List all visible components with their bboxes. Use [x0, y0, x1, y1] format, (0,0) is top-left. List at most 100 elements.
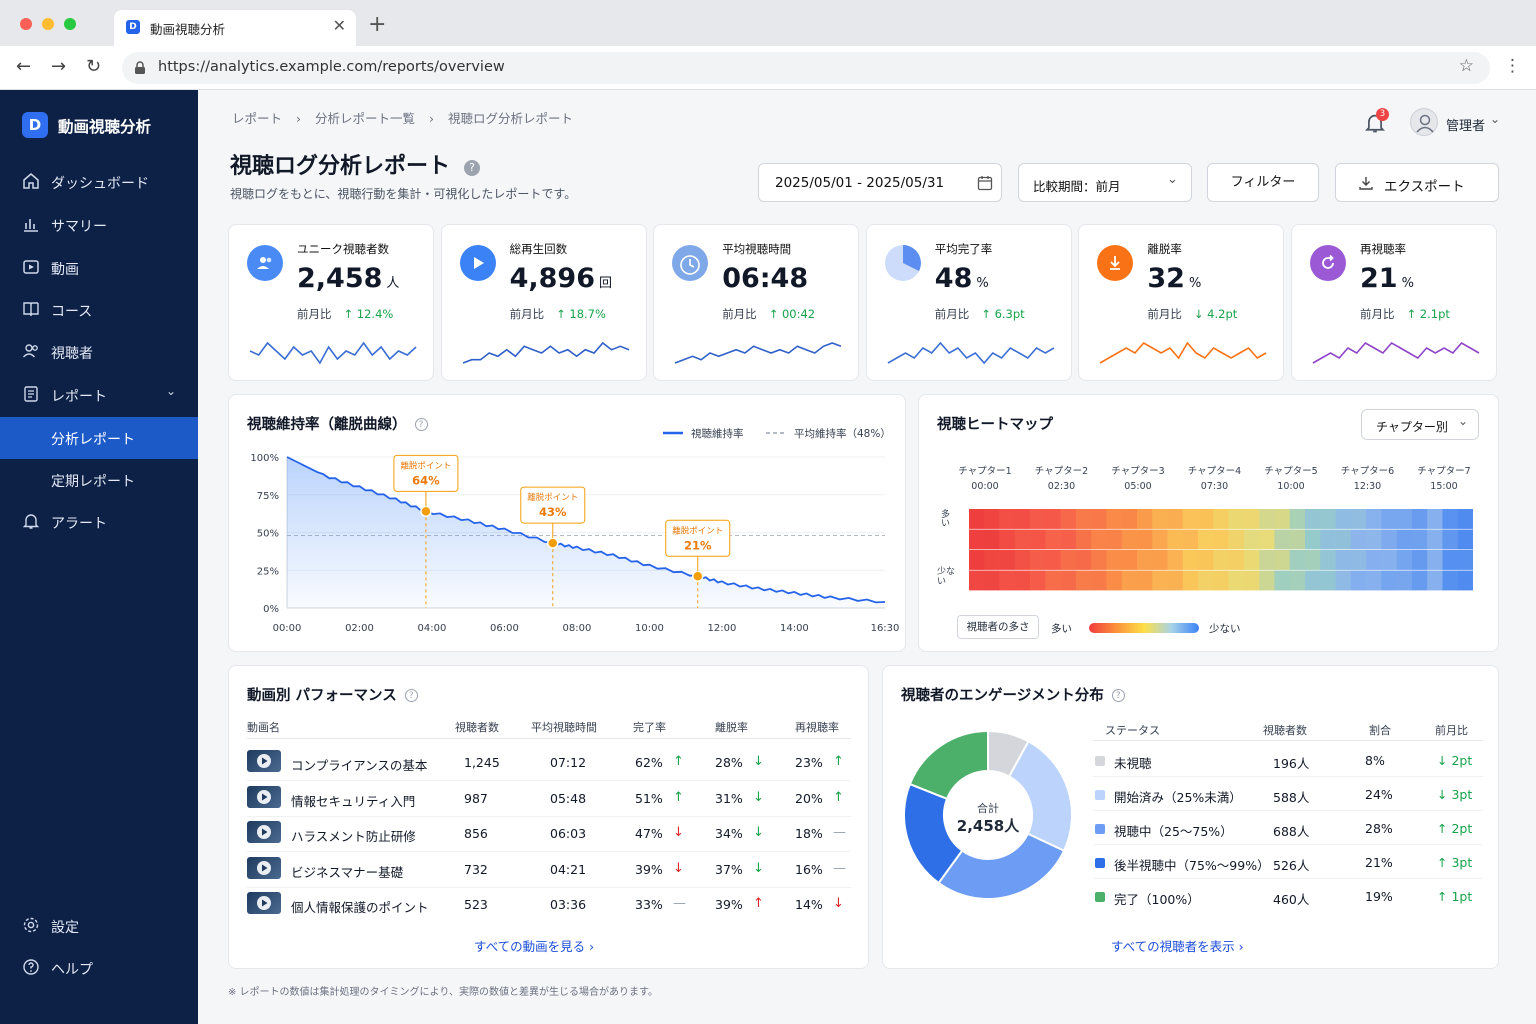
address-bar[interactable]: https://analytics.example.com/reports/ov…	[122, 52, 1490, 84]
table-row[interactable]: 個人情報保護のポイント 523 03:36 33% — 39% ↑ 14% ↓	[229, 888, 870, 922]
table-row[interactable]: ビジネスマナー基礎 732 04:21 39% ↓ 37% ↓ 16% —	[229, 853, 870, 888]
donut-slice[interactable]	[908, 730, 989, 801]
bookmark-star-icon[interactable]: ☆	[1458, 56, 1474, 76]
kpi-comparison: 前月比 ↑ 18.7%	[510, 306, 606, 322]
sidebar-item-label: ダッシュボード	[51, 176, 149, 192]
status-percent: 8%	[1365, 753, 1385, 768]
heatmap-cell	[1381, 509, 1397, 529]
kpi-label: ユニーク視聴者数	[297, 242, 389, 256]
table-header: ステータス	[1105, 724, 1160, 737]
browser-menu-icon[interactable]: ⋮	[1504, 56, 1521, 76]
notification-button[interactable]: 3	[1364, 108, 1389, 138]
help-icon[interactable]: ?	[1111, 689, 1125, 702]
video-name[interactable]: 情報セキュリティ入門	[291, 793, 416, 809]
play-icon	[257, 825, 271, 839]
breadcrumb: レポート › 分析レポート一覧 › 視聴ログ分析レポート	[232, 111, 573, 126]
maximize-window-dot[interactable]	[64, 18, 76, 30]
back-icon[interactable]: ←	[16, 56, 32, 77]
table-row[interactable]: 情報セキュリティ入門 987 05:48 51% ↑ 31% ↓ 20% ↑	[229, 782, 870, 817]
help-icon[interactable]: ?	[414, 418, 428, 431]
close-window-dot[interactable]	[20, 18, 32, 30]
list-item[interactable]: 完了（100%） 460人 19% ↑ 1pt	[883, 883, 1500, 917]
date-range-picker[interactable]: 2025/05/01 - 2025/05/31	[758, 163, 1002, 202]
kpi-comparison: 前月比 ↑ 6.3pt	[935, 306, 1025, 322]
sidebar-item-analysis-report[interactable]: 分析レポート	[0, 417, 198, 459]
user-menu[interactable]: 管理者 ⌄	[1410, 108, 1510, 138]
date-range-value: 2025/05/01 - 2025/05/31	[775, 175, 945, 191]
close-tab-icon[interactable]: ✕	[332, 16, 346, 35]
view-all-viewers-link[interactable]: すべての視聴者を表示 ›	[1111, 939, 1244, 954]
video-name[interactable]: ビジネスマナー基礎	[291, 864, 404, 880]
minimize-window-dot[interactable]	[42, 18, 54, 30]
list-item[interactable]: 開始済み（25%未満） 588人 24% ↓ 3pt	[883, 781, 1500, 815]
viewer-count: 732	[464, 861, 488, 877]
sidebar-item-label: レポート	[51, 389, 107, 405]
page-title-text: 視聴ログ分析レポート	[230, 154, 451, 179]
help-icon[interactable]: ?	[404, 689, 418, 702]
filter-button[interactable]: フィルター	[1207, 163, 1319, 202]
reload-icon[interactable]: ↻	[86, 56, 102, 77]
heatmap-cell	[1152, 570, 1168, 591]
heatmap-cell	[1106, 550, 1123, 570]
engagement-card: 視聴者のエンゲージメント分布? 合計 2,458人 すべての視聴者を表示 › ス…	[882, 665, 1499, 969]
breadcrumb-item[interactable]: レポート	[232, 111, 283, 126]
row-divider	[1093, 776, 1483, 777]
kpi-sparkline	[1099, 341, 1267, 364]
table-row[interactable]: コンプライアンスの基本 1,245 07:12 62% ↑ 28% ↓ 23% ↑	[229, 746, 870, 781]
heatmap-cell	[1396, 509, 1413, 529]
sidebar-item-alerts[interactable]: アラート	[0, 502, 198, 542]
browser-tab[interactable]: D 動画視聴分析 ✕	[114, 10, 356, 46]
users-icon	[247, 245, 283, 281]
donut-slice[interactable]	[937, 832, 1066, 900]
chapter-name: チャプター2	[1034, 466, 1089, 477]
chapter-select[interactable]: チャプター別 ⌄	[1361, 409, 1479, 440]
performance-title: 動画別 パフォーマンス?	[247, 684, 418, 705]
chapter-time: 05:00	[1124, 481, 1152, 492]
drop-point-label: 離脱ポイント	[400, 460, 451, 471]
chapter-time: 10:00	[1277, 481, 1305, 492]
sidebar-item-help[interactable]: ヘルプ	[0, 948, 198, 988]
heatmap-cell	[1243, 529, 1260, 550]
trend-arrow-icon: ↑	[753, 896, 764, 911]
table-row[interactable]: ハラスメント防止研修 856 06:03 47% ↓ 34% ↓ 18% —	[229, 817, 870, 852]
sidebar-item-scheduled-report[interactable]: 定期レポート	[0, 460, 198, 500]
viewer-count: 856	[464, 826, 488, 841]
trend-arrow-icon: —	[833, 860, 846, 876]
list-item[interactable]: 未視聴 196人 8% ↓ 2pt	[883, 747, 1500, 781]
list-item[interactable]: 後半視聴中（75%〜99%） 526人 21% ↑ 3pt	[883, 849, 1500, 883]
video-name[interactable]: ハラスメント防止研修	[291, 829, 416, 844]
heatmap-cell	[1182, 529, 1199, 550]
heatmap-card: 視聴ヒートマップ チャプター別 ⌄ チャプター1 00:00 チャプター2 02:30…	[918, 394, 1499, 652]
heatmap-cell	[969, 550, 985, 570]
heatmap-cell	[1014, 529, 1031, 550]
sidebar-item-viewers[interactable]: 視聴者	[0, 332, 198, 372]
video-name[interactable]: コンプライアンスの基本	[291, 758, 428, 773]
sidebar-item-dashboard[interactable]: ダッシュボード	[0, 162, 198, 202]
view-all-videos-link[interactable]: すべての動画を見る ›	[474, 939, 595, 954]
sidebar-item-videos[interactable]: 動画	[0, 248, 198, 288]
drop-point-marker[interactable]	[547, 537, 559, 549]
drop-point-marker[interactable]	[420, 505, 432, 518]
sidebar-item-label: ヘルプ	[51, 962, 93, 978]
export-button[interactable]: エクスポート	[1335, 163, 1499, 202]
trend-arrow-icon: —	[833, 825, 846, 840]
video-name[interactable]: 個人情報保護のポイント	[291, 900, 429, 915]
heatmap-cell	[1305, 570, 1321, 591]
help-icon[interactable]: ?	[464, 160, 481, 176]
compare-period-select[interactable]: 比較期間：前月 ⌄	[1018, 163, 1192, 202]
sidebar-item-reports[interactable]: レポート ⌄	[0, 375, 198, 415]
sparkline-path	[1099, 341, 1267, 364]
sidebar-item-summary[interactable]: サマリー	[0, 205, 198, 245]
heatmap-cell	[1243, 509, 1260, 529]
drop-point-marker[interactable]	[691, 570, 704, 583]
sidebar-item-settings[interactable]: 設定	[0, 906, 198, 946]
breadcrumb-item[interactable]: 分析レポート一覧	[314, 111, 415, 126]
heatmap-cell	[1106, 570, 1123, 591]
heatmap-chapter-header: チャプター1 00:00	[949, 463, 1021, 492]
x-tick-label: 14:00	[780, 623, 809, 634]
x-tick-label: 00:00	[273, 623, 302, 634]
new-tab-icon[interactable]: +	[368, 12, 387, 37]
sidebar-item-courses[interactable]: コース	[0, 290, 198, 330]
forward-icon[interactable]: →	[51, 56, 67, 77]
list-item[interactable]: 視聴中（25〜75%） 688人 28% ↑ 2pt	[883, 815, 1500, 849]
